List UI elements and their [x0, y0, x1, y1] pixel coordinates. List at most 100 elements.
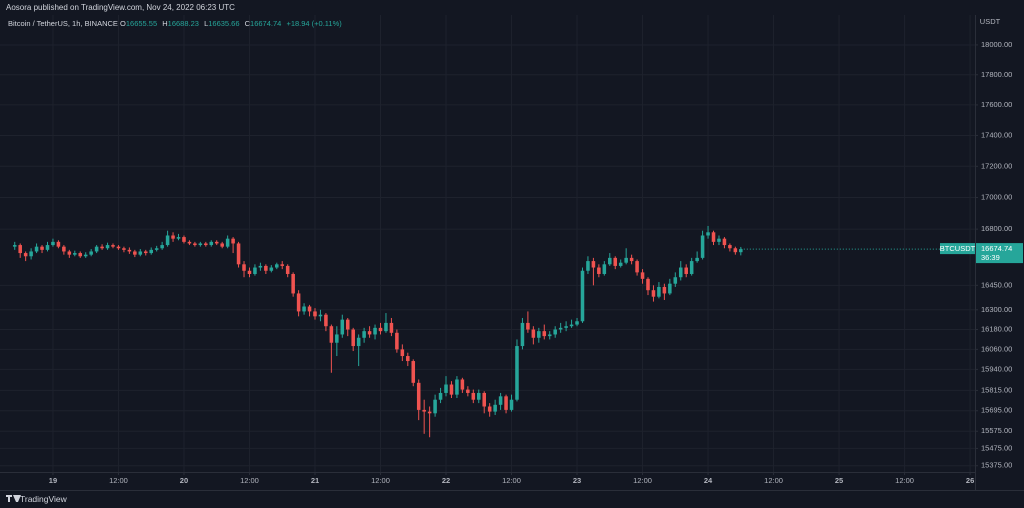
candle-body [493, 404, 497, 412]
candle-body [29, 251, 33, 257]
candle-body [406, 356, 410, 362]
candle-body [504, 396, 508, 410]
candle-body [198, 243, 203, 246]
y-tick-label: 16180.00 [981, 324, 1012, 333]
candle-body [498, 396, 503, 405]
ohlc-value: 16688.23 [167, 19, 199, 28]
candle-body [45, 245, 50, 250]
price-tag-label: 16674.74 [981, 244, 1012, 253]
y-tick-label: 16300.00 [981, 305, 1012, 314]
candle-body [427, 411, 432, 414]
candle-body [182, 237, 186, 242]
candle-body [302, 306, 306, 312]
candle-body [51, 241, 55, 246]
price-tag [976, 243, 1023, 264]
candle-body [564, 326, 568, 328]
candle-body [116, 246, 121, 249]
x-tick-label: 24 [704, 476, 713, 485]
tradingview-logo [6, 495, 21, 502]
candle-body [531, 329, 536, 338]
candle-body [575, 321, 579, 325]
candle-body [395, 332, 399, 350]
candle-body [411, 361, 416, 383]
candle-body [717, 238, 721, 242]
candle-body [515, 346, 519, 400]
x-tick-label: 12:00 [764, 476, 783, 485]
candle-body [597, 267, 601, 274]
y-tick-label: 15375.00 [981, 461, 1012, 470]
candle-body [204, 243, 208, 246]
candle-body [449, 384, 454, 395]
x-tick-label: 12:00 [502, 476, 521, 485]
candle-body [56, 241, 61, 247]
candle-body [269, 267, 274, 271]
candle-body [378, 327, 383, 332]
candle-body [105, 245, 110, 249]
candle-body [389, 322, 394, 333]
candle-body [433, 399, 437, 414]
candle-body [253, 267, 257, 274]
candle-body [526, 322, 530, 330]
x-tick-label: 23 [573, 476, 581, 485]
candle-body [635, 261, 639, 273]
candle-body [133, 251, 137, 255]
candle-body [291, 273, 295, 294]
candle-body [471, 392, 476, 400]
y-tick-label: 16800.00 [981, 224, 1012, 233]
x-tick-label: 22 [442, 476, 450, 485]
candle-body [258, 265, 263, 268]
y-tick-label: 17000.00 [981, 193, 1012, 202]
change: +18.94 (+0.11%) [286, 19, 342, 28]
candle-body [40, 246, 44, 250]
candle-body [94, 246, 99, 252]
y-tick-label: 17200.00 [981, 161, 1012, 170]
candle-body [160, 245, 164, 249]
candle-body [78, 253, 83, 257]
candle-body [739, 249, 743, 253]
candle-body [624, 257, 628, 263]
candle-body [351, 329, 355, 347]
candle-body [83, 254, 88, 257]
candle-body [340, 319, 345, 335]
symbol-tag [940, 243, 975, 255]
candle-body [400, 349, 405, 357]
candle-body [362, 331, 366, 338]
candle-body [367, 331, 372, 335]
candle-body [23, 253, 28, 257]
y-tick-label: 15940.00 [981, 364, 1012, 373]
candle-body [127, 249, 132, 252]
candle-body [558, 327, 563, 330]
candle-body [640, 272, 645, 279]
candle-body [187, 241, 192, 244]
candle-body [356, 337, 361, 347]
y-tick-label: 17400.00 [981, 130, 1012, 139]
candle-body [722, 238, 727, 246]
candle-body [706, 232, 710, 236]
candle-body [214, 241, 219, 244]
candle-body [111, 245, 115, 247]
x-tick-label: 12:00 [240, 476, 259, 485]
ohlc-label: O [120, 19, 126, 28]
candle-body [591, 261, 596, 268]
candle-body [438, 392, 443, 400]
candle-body [285, 265, 290, 274]
candle-body [247, 270, 252, 274]
candle-body [242, 264, 246, 271]
candle-body [657, 286, 661, 297]
y-tick-label: 15815.00 [981, 385, 1012, 394]
candle-body [335, 334, 339, 343]
candle-body [668, 283, 672, 294]
candle-body [324, 314, 328, 327]
candle-body [67, 251, 72, 255]
candle-body [18, 245, 22, 254]
candle-body [171, 235, 175, 239]
candle-body [689, 261, 694, 274]
candle-body [154, 248, 159, 250]
candle-body [373, 327, 377, 335]
legend: Bitcoin / TetherUS, 1h, BINANCE O16655.5… [8, 19, 345, 28]
candle-body [684, 267, 688, 274]
x-tick-label: 21 [311, 476, 319, 485]
candle-body [520, 322, 525, 347]
